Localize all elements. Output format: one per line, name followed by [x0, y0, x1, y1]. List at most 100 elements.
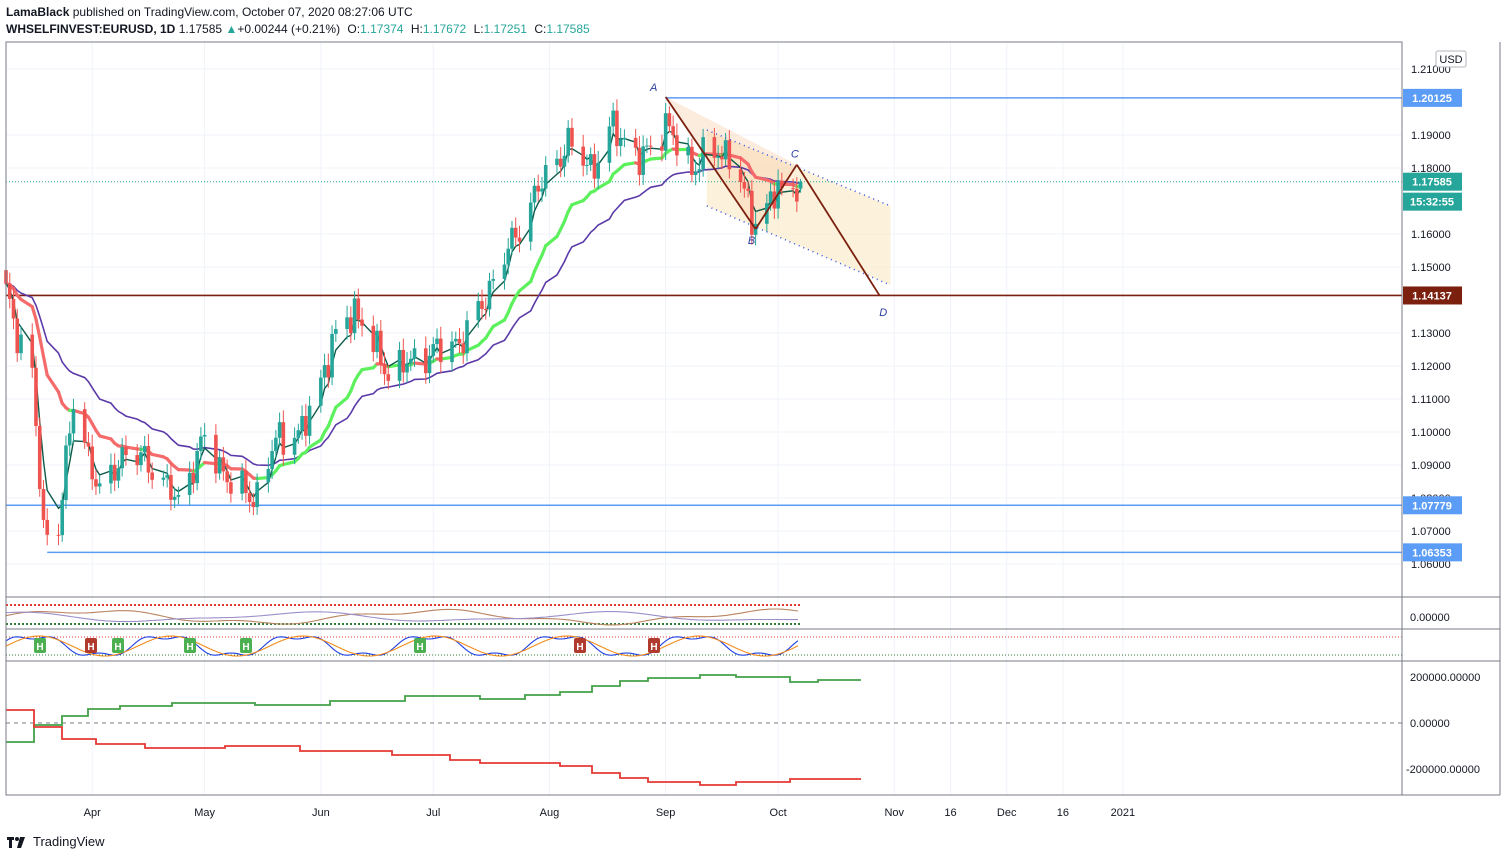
candle-body-89 [465, 320, 469, 354]
flow-bot-label: -200000.00000 [1406, 764, 1480, 776]
candle-body-151 [795, 188, 799, 202]
candle-body-7 [37, 425, 42, 489]
trend-ma-seg-65 [334, 396, 349, 409]
candle-body-49 [255, 482, 259, 508]
price-tick-11: 1.07000 [1411, 526, 1451, 538]
candle-body-145 [765, 203, 769, 224]
candle-body-22 [116, 468, 121, 481]
chart-area[interactable]: A B C D 0.00000 H H H H H H H H 200000.00000 0.0000… [0, 0, 1507, 825]
candle-body-109 [570, 127, 574, 147]
publish-line: LamaBlack published on TradingView.com, … [6, 5, 413, 19]
signal-marker-3 [184, 638, 196, 653]
trend-ma-seg-11 [56, 390, 64, 405]
candle-body-31 [165, 475, 169, 478]
footer-brand[interactable]: TradingView [6, 834, 105, 849]
time-tick-9: Dec [997, 807, 1017, 819]
candle-body-48 [251, 502, 256, 508]
price-label-box-5 [1403, 543, 1462, 562]
price-tick-5: 1.13000 [1411, 328, 1451, 340]
oscillator-pane-1: 0.00000 [5, 604, 1450, 626]
low-value: 1.17251 [483, 22, 527, 36]
candle-body-90 [476, 301, 481, 321]
price-tick-3: 1.16000 [1411, 229, 1451, 241]
candle-body-18 [94, 479, 98, 487]
candle-body-96 [506, 248, 511, 265]
candle-body-25 [135, 455, 139, 466]
candle-body-26 [139, 452, 143, 466]
candle-body-77 [405, 363, 409, 373]
candle-body-34 [176, 494, 181, 497]
candle-body-98 [513, 227, 518, 238]
grid [6, 42, 1402, 795]
close-label: C: [534, 22, 547, 36]
candle-body-129 [675, 135, 679, 156]
price-tick-4: 1.15000 [1411, 262, 1451, 274]
trend-ma-seg-63 [326, 414, 334, 428]
candle-body-24 [124, 447, 128, 456]
trend-ma-seg-60 [307, 438, 323, 449]
pattern-drawing[interactable]: A B C D [649, 82, 891, 319]
candle-body-110 [581, 146, 585, 166]
candle-body-5 [30, 334, 35, 368]
candle-body-9 [45, 519, 50, 535]
trend-ma-seg-7 [34, 317, 42, 339]
candle-body-121 [637, 147, 642, 175]
trend-ma-seg-100 [517, 279, 533, 293]
tradingview-logo-icon [7, 836, 25, 848]
open-value: 1.17374 [360, 22, 404, 36]
abcd-leg-1 [754, 164, 798, 230]
candle-body-54 [281, 422, 286, 455]
candle-body-144 [753, 223, 758, 235]
candle-body-87 [457, 338, 462, 344]
signal-marker-label-6: H [576, 642, 583, 653]
candle-body-68 [356, 298, 361, 320]
candle-body-71 [375, 330, 379, 353]
osc2-d-line [5, 635, 799, 657]
time-axis[interactable]: Apr May Jun Jul Aug Sep Oct Nov 16 Dec 16 2021 [84, 807, 1136, 819]
horizontal-levels[interactable] [6, 97, 1402, 554]
candle-body-85 [450, 341, 454, 363]
candle-body-101 [532, 185, 537, 203]
candle-body-41 [217, 457, 222, 474]
candle-body-99 [517, 237, 522, 242]
candle-body-113 [592, 154, 597, 179]
symbol-name[interactable]: WHSELFINVEST:EURUSD, 1D [6, 22, 176, 36]
candle-body-82 [431, 344, 436, 356]
channel-fill [706, 130, 891, 286]
candle-body-60 [319, 377, 323, 406]
author[interactable]: LamaBlack [6, 5, 70, 19]
trend-ma-seg-97 [506, 301, 514, 315]
price-label-box-0 [1403, 88, 1462, 107]
candle-body-28 [146, 446, 151, 473]
candle-body-59 [307, 405, 312, 436]
trend-ma-seg-67 [349, 379, 357, 393]
flow-mid-label: 0.00000 [1410, 718, 1450, 730]
trend-ma-seg-104 [540, 244, 548, 257]
candle-body-117 [615, 110, 619, 147]
price-tick-7: 1.11000 [1411, 394, 1450, 406]
candle-body-13 [67, 433, 72, 446]
candle-body-44 [229, 482, 233, 494]
price-label-box-3 [1403, 286, 1462, 305]
candle-body-112 [588, 154, 593, 166]
price-axis[interactable]: 1.210001.190001.180001.160001.150001.130… [1403, 50, 1467, 571]
candle-body-76 [401, 349, 406, 373]
abcd-leg-2 [796, 164, 881, 296]
candle-body-20 [109, 464, 113, 484]
candle-body-140 [738, 169, 743, 182]
candle-body-29 [150, 472, 154, 480]
candle-body-125 [660, 146, 664, 151]
brand-name: TradingView [33, 834, 105, 849]
trend-ma-seg-20 [98, 434, 113, 441]
trend-ma-seg-115 [596, 179, 612, 190]
trend-ma-seg-9 [41, 354, 49, 377]
signal-marker-label-4: H [242, 642, 249, 653]
signal-marker-label-2: H [114, 642, 121, 653]
candle-body-106 [558, 158, 563, 167]
candle-body-119 [622, 137, 627, 140]
signal-marker-0 [34, 638, 46, 653]
slow-ma-line [5, 165, 801, 467]
candle-body-115 [607, 126, 612, 163]
candle-body-83 [435, 338, 439, 345]
candle-body-11 [60, 500, 65, 536]
